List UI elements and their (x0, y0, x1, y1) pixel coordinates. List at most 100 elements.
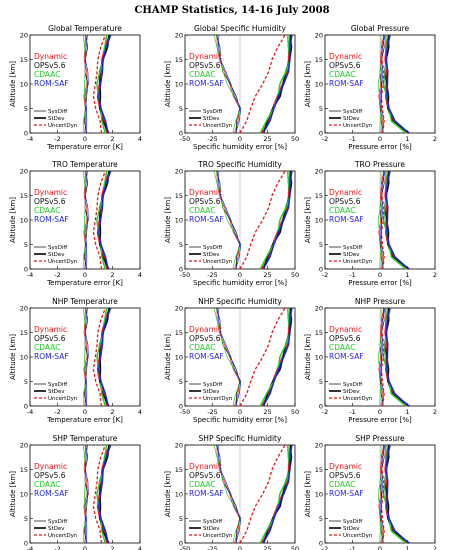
sysdiff-line-cdaac (213, 307, 242, 407)
x-tick-label: 0 (378, 545, 382, 550)
uncertdyn-line (380, 444, 385, 544)
y-tick-label: 0 (319, 129, 323, 137)
y-tick-label: 20 (175, 304, 183, 312)
y-tick-label: 0 (319, 265, 323, 273)
legend-opsv56: OPSv5.6 (329, 334, 361, 343)
legend-cdaac: CDAAC (189, 343, 215, 352)
x-tick-label: -50 (180, 408, 191, 416)
panel-title: TRO Specific Humidity (197, 160, 282, 169)
legend-label-uncertdyn: UncertDyn (48, 123, 78, 129)
x-tick-label: 2 (433, 545, 437, 550)
legend-cdaac: CDAAC (329, 480, 355, 489)
legend-label-uncertdyn: UncertDyn (343, 396, 373, 402)
legend-label-sysdiff: SysDiff (203, 382, 222, 388)
stdev-line-romsaf (385, 307, 410, 407)
panel-tro-temperature: TRO Temperature -4 -2 0 2 4 0 5 10 15 20 Temperatur… (9, 160, 142, 287)
figure-title: CHAMP Statistics, 14-16 July 2008 (134, 5, 329, 16)
stdev-line-romsaf (385, 34, 410, 134)
legend-label-sysdiff: SysDiff (203, 245, 222, 251)
x-tick-label: 4 (138, 135, 142, 143)
legend-romsaf: ROM-SAF (189, 215, 224, 224)
y-tick-label: 0 (24, 265, 28, 273)
x-tick-label: 4 (138, 545, 142, 550)
x-tick-label: 0 (238, 271, 242, 279)
legend-label-uncertdyn: UncertDyn (48, 259, 78, 265)
sysdiff-line-romsaf (217, 307, 242, 407)
x-axis-label: Specific humidity error [%] (193, 279, 287, 287)
legend-label-stdev: StDev (343, 116, 360, 122)
stdev-line-cdaac (382, 444, 407, 544)
x-tick-label: -1 (349, 271, 355, 279)
x-tick-label: 4 (138, 408, 142, 416)
legend-label-sysdiff: SysDiff (343, 245, 362, 251)
sysdiff-line-romsaf (217, 170, 242, 270)
y-tick-label: 5 (24, 105, 28, 113)
y-axis-label: Altitude [km] (164, 197, 172, 243)
x-tick-label: 2 (433, 271, 437, 279)
stdev-line-romsaf (262, 444, 293, 544)
y-tick-label: 15 (175, 466, 183, 474)
stdev-line-cdaac (259, 444, 291, 544)
panel-title: Global Pressure (351, 24, 410, 33)
y-tick-label: 10 (315, 80, 323, 88)
x-tick-label: -25 (207, 408, 218, 416)
legend-label-sysdiff: SysDiff (203, 519, 222, 525)
legend-label-stdev: StDev (343, 389, 360, 395)
legend-cdaac: CDAAC (329, 343, 355, 352)
panel-title: SHP Specific Humidity (199, 434, 282, 443)
legend-romsaf: ROM-SAF (189, 489, 224, 498)
y-tick-label: 15 (315, 329, 323, 337)
y-tick-label: 10 (315, 353, 323, 361)
legend-label-sysdiff: SysDiff (343, 109, 362, 115)
legend-label-stdev: StDev (48, 252, 65, 258)
x-tick-label: 1 (405, 271, 409, 279)
x-tick-label: 0 (83, 271, 87, 279)
legend-label-uncertdyn: UncertDyn (48, 396, 78, 402)
uncertdyn-line (380, 307, 385, 407)
y-tick-label: 20 (175, 441, 183, 449)
legend-cdaac: CDAAC (34, 70, 60, 79)
panel-title: NHP Temperature (52, 297, 118, 306)
x-tick-label: -4 (27, 408, 33, 416)
y-tick-label: 15 (20, 329, 28, 337)
legend-cdaac: CDAAC (34, 206, 60, 215)
legend-dynamic: Dynamic (189, 188, 222, 197)
x-axis-label: Pressure error [%] (348, 279, 412, 287)
legend-romsaf: ROM-SAF (329, 489, 364, 498)
x-tick-label: 1 (405, 545, 409, 550)
y-tick-label: 5 (319, 515, 323, 523)
y-tick-label: 15 (315, 56, 323, 64)
x-tick-label: 2 (110, 545, 114, 550)
legend-dynamic: Dynamic (329, 462, 362, 471)
x-tick-label: 0 (83, 408, 87, 416)
stdev-line-romsaf (385, 170, 410, 270)
legend-dynamic: Dynamic (329, 325, 362, 334)
y-tick-label: 20 (175, 167, 183, 175)
y-tick-label: 10 (20, 490, 28, 498)
panel-nhp-specific-humidity: NHP Specific Humidity -50 -25 0 25 50 0 5 10 15 20… (164, 297, 299, 424)
x-tick-label: 0 (238, 408, 242, 416)
legend-cdaac: CDAAC (329, 70, 355, 79)
legend-romsaf: ROM-SAF (329, 79, 364, 88)
x-tick-label: 0 (378, 271, 382, 279)
legend-opsv56: OPSv5.6 (329, 471, 361, 480)
legend-opsv56: OPSv5.6 (34, 61, 66, 70)
x-axis-label: Temperature error [K] (46, 143, 123, 151)
x-tick-label: -50 (180, 545, 191, 550)
x-tick-label: -2 (54, 408, 60, 416)
x-tick-label: 1 (405, 135, 409, 143)
y-tick-label: 5 (319, 378, 323, 386)
x-tick-label: 2 (110, 135, 114, 143)
legend-label-stdev: StDev (48, 389, 65, 395)
x-tick-label: 0 (238, 545, 242, 550)
legend-label-stdev: StDev (343, 526, 360, 532)
y-tick-label: 0 (179, 539, 183, 547)
legend-label-sysdiff: SysDiff (343, 382, 362, 388)
sysdiff-line-romsaf (217, 444, 242, 544)
sysdiff-line-cdaac (82, 170, 87, 269)
legend-label-sysdiff: SysDiff (48, 245, 67, 251)
legend-cdaac: CDAAC (34, 343, 60, 352)
legend-label-sysdiff: SysDiff (48, 382, 67, 388)
